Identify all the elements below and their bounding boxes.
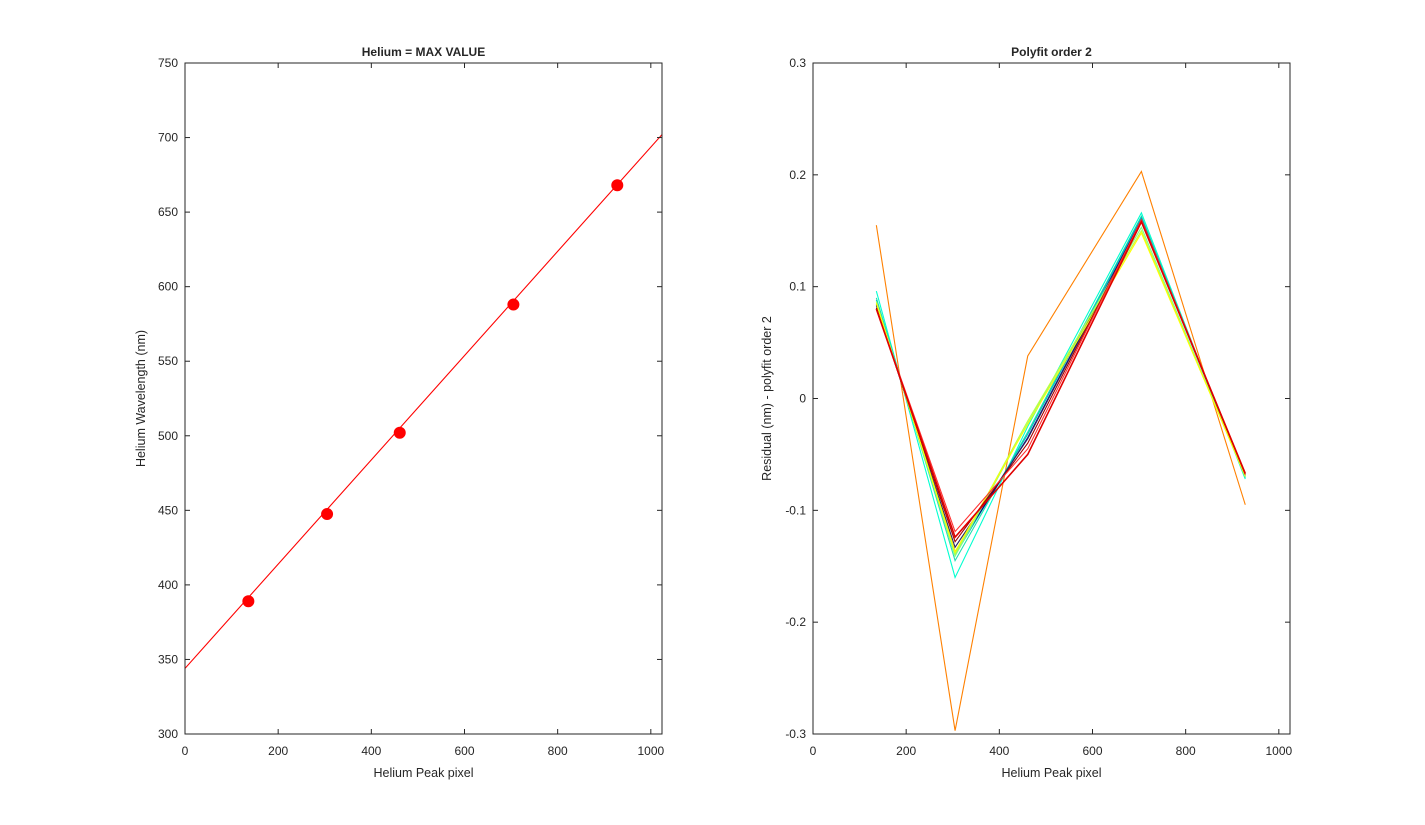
wavelength-data-point [507, 298, 520, 311]
wavelength-chart-title: Helium = MAX VALUE [362, 45, 485, 59]
residual-x-axis-label: Helium Peak pixel [1001, 766, 1101, 780]
wavelength-data-point [242, 595, 255, 608]
wavelength-series-line-1 [185, 134, 662, 669]
wavelength-data-point [393, 426, 406, 439]
residual-x-tick-label: 1000 [1265, 744, 1292, 758]
residual-y-tick-label: -0.1 [785, 503, 806, 517]
residual-y-tick-label: 0.2 [789, 168, 806, 182]
wavelength-x-tick-label: 600 [454, 744, 474, 758]
wavelength-y-tick-label: 450 [158, 503, 178, 517]
wavelength-y-tick-label: 400 [158, 578, 178, 592]
wavelength-y-axis-label: Helium Wavelength (nm) [134, 330, 148, 467]
wavelength-y-tick-label: 600 [158, 280, 178, 294]
wavelength-y-tick-label: 300 [158, 727, 178, 741]
residual-series-line-2 [875, 211, 1246, 579]
residual-plot-area [813, 63, 1290, 734]
wavelength-y-tick-label: 700 [158, 131, 178, 145]
residual-y-tick-label: 0.3 [789, 56, 806, 70]
residual-ticks: 0 200 400 600 800 1000 -0.3 -0.2 -0.1 0 0.1 0.2 0.3 [785, 56, 1292, 758]
wavelength-y-tick-label: 550 [158, 354, 178, 368]
residual-series-line-12 [875, 219, 1247, 539]
residual-chart: 0 200 400 600 800 1000-0.3-0.2-0.100.10.20.3 … [760, 45, 1292, 780]
wavelength-y-tick-label: 500 [158, 429, 178, 443]
wavelength-x-tick-label: 400 [361, 744, 381, 758]
wavelength-data-point [611, 179, 624, 192]
wavelength-x-axis-label: Helium Peak pixel [373, 766, 473, 780]
residual-marks [875, 170, 1247, 731]
wavelength-axes-box [184, 62, 663, 735]
residual-x-tick-label: 0 [810, 744, 817, 758]
residual-y-tick-label: 0 [799, 392, 806, 406]
residual-x-tick-label: 400 [989, 744, 1009, 758]
wavelength-y-tick-label: 750 [158, 56, 178, 70]
wavelength-data-point [321, 508, 334, 521]
wavelength-chart: 0 200 400 600 800 1000 300 350 400 450 500 550 600 65… [134, 45, 664, 780]
wavelength-ticks: 0 200 400 600 800 1000 300 350 400 450 500 550 600 65… [158, 56, 665, 758]
wavelength-y-tick-label: 350 [158, 652, 178, 666]
residual-y-tick-label: -0.3 [785, 727, 806, 741]
residual-series-line-1 [875, 170, 1246, 731]
wavelength-x-tick-label: 800 [548, 744, 568, 758]
wavelength-x-tick-label: 0 [182, 744, 189, 758]
wavelength-plot-area [185, 63, 662, 734]
residual-x-tick-label: 200 [896, 744, 916, 758]
residual-chart-title: Polyfit order 2 [1011, 45, 1092, 59]
residual-x-tick-label: 600 [1082, 744, 1102, 758]
residual-x-tick-label: 800 [1176, 744, 1196, 758]
residual-series-line-9 [875, 231, 1246, 554]
wavelength-marks [185, 134, 662, 669]
wavelength-x-tick-label: 1000 [637, 744, 664, 758]
residual-y-axis-label: Residual (nm) - polyfit order 2 [760, 316, 774, 481]
residual-y-tick-label: 0.1 [789, 280, 806, 294]
residual-y-tick-label: -0.2 [785, 615, 806, 629]
wavelength-y-tick-label: 650 [158, 205, 178, 219]
wavelength-x-tick-label: 200 [268, 744, 288, 758]
